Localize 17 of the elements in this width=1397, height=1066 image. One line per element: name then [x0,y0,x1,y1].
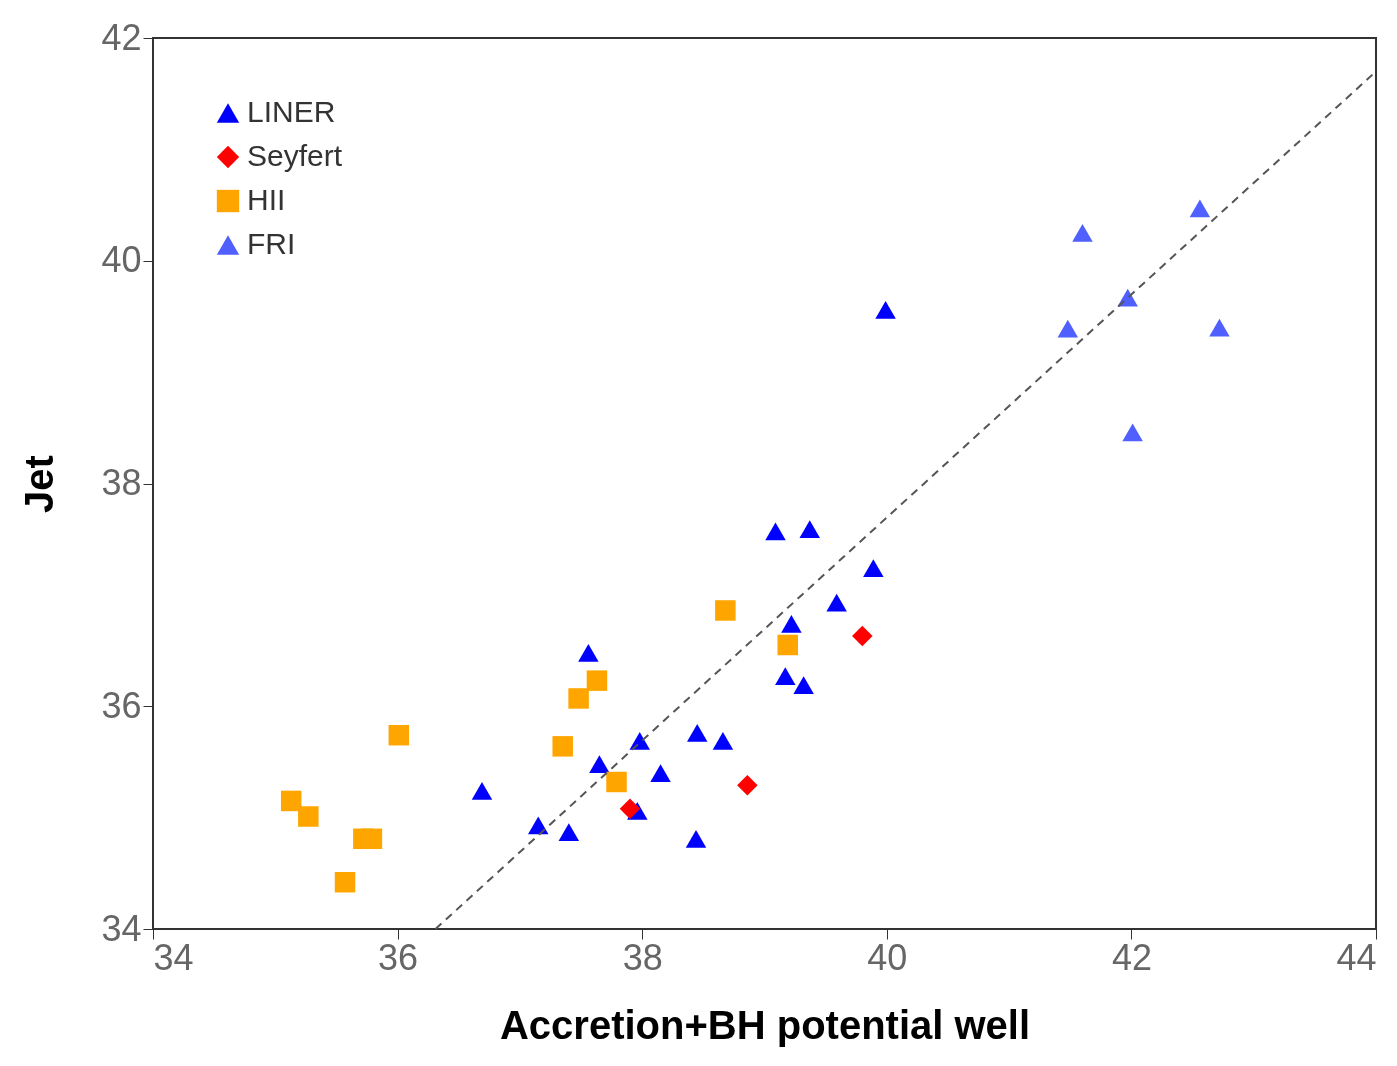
y-tick-label: 36 [101,684,142,726]
x-tick-label: 44 [1336,936,1377,978]
x-tick-label: 42 [1111,936,1152,978]
x-tick-label: 36 [378,936,419,978]
x-tick-label: 40 [867,936,908,978]
legend-label: HII [247,183,286,216]
y-tick-label: 42 [101,16,142,58]
legend-label: FRI [247,227,296,260]
x-axis-title: Accretion+BH potential well [499,1002,1031,1047]
x-tick-label: 34 [153,936,194,978]
x-tick-label: 38 [622,936,663,978]
y-tick-label: 34 [101,907,142,949]
legend-label: Seyfert [247,139,343,172]
y-tick-label: 40 [101,239,142,281]
y-tick-label: 38 [101,462,142,503]
legend-label: LINER [247,95,336,128]
y-axis-title: Jet [17,455,62,513]
